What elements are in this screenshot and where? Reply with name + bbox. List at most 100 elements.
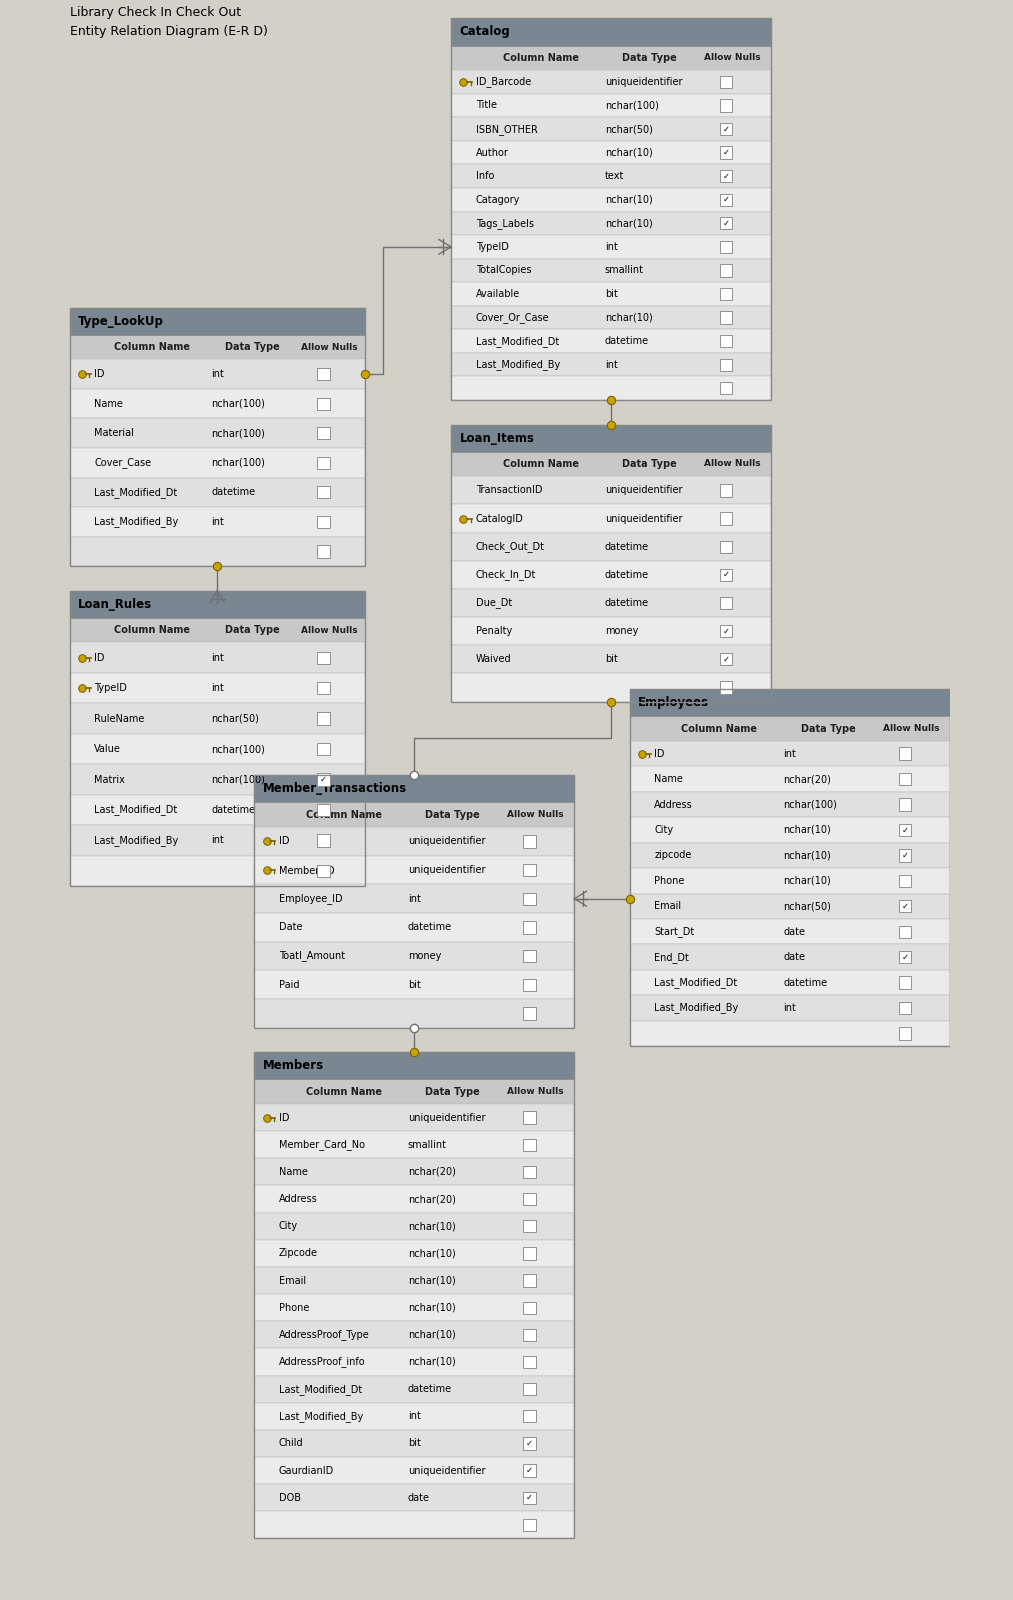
Bar [254,1376,574,1403]
Bar [629,1021,949,1046]
Text: Type_LookUp: Type_LookUp [78,315,164,328]
Text: Cover_Case: Cover_Case [94,458,151,469]
Text: nchar(50): nchar(50) [212,714,259,723]
Text: Date: Date [279,922,302,933]
Bar [451,451,771,477]
Bar [451,165,771,187]
Bar [254,1104,574,1131]
Text: nchar(10): nchar(10) [408,1221,456,1230]
Bar [524,979,536,990]
Text: ID: ID [279,1112,290,1123]
Text: Catalog: Catalog [460,26,511,38]
Bar [70,590,365,618]
Text: Address: Address [279,1194,317,1205]
Text: nchar(10): nchar(10) [605,147,652,158]
Text: nchar(10): nchar(10) [783,826,831,835]
Bar [524,950,536,962]
Text: Employee_ID: Employee_ID [279,893,342,904]
Text: Zipcode: Zipcode [279,1248,318,1258]
Text: TypeID: TypeID [476,242,509,251]
Text: datetime: datetime [783,978,828,987]
Bar [524,1328,536,1341]
Text: int: int [212,653,224,662]
Bar [254,1458,574,1485]
Text: int: int [783,749,796,758]
Bar [451,211,771,235]
Bar [524,1221,536,1232]
Bar [317,773,330,786]
Text: uniqueidentifier: uniqueidentifier [408,837,485,846]
Bar [254,856,574,885]
Bar [451,560,771,589]
Bar [899,747,911,760]
Bar [70,334,365,360]
Text: ✓: ✓ [320,774,327,784]
Text: ✓: ✓ [526,1438,533,1448]
Text: ID: ID [279,837,290,846]
Text: Matrix: Matrix [94,774,125,784]
Bar [899,976,911,989]
Bar [70,704,365,734]
Text: Last_Modified_Dt: Last_Modified_Dt [94,486,177,498]
Bar [720,99,732,112]
Text: int: int [212,517,224,526]
Text: Last_Modified_Dt: Last_Modified_Dt [279,1384,362,1395]
Bar [70,507,365,536]
Text: Phone: Phone [654,875,685,886]
Bar [720,626,732,637]
Text: nchar(100): nchar(100) [212,458,265,467]
Text: nchar(100): nchar(100) [212,429,265,438]
Bar [629,741,949,766]
Text: datetime: datetime [605,542,649,552]
Bar [254,803,574,827]
Bar [720,312,732,323]
Text: Column Name: Column Name [502,459,578,469]
Text: Members: Members [262,1059,324,1072]
Text: Phone: Phone [279,1302,309,1312]
Text: DOB: DOB [279,1493,301,1502]
Bar [317,864,330,877]
Bar [524,1518,536,1531]
Text: nchar(100): nchar(100) [212,774,265,784]
Bar [254,1131,574,1158]
Bar [524,922,536,933]
Text: bit: bit [605,290,618,299]
Bar [70,765,365,795]
Bar [524,1382,536,1395]
Text: Data Type: Data Type [225,342,280,352]
Text: nchar(100): nchar(100) [783,800,837,810]
Text: datetime: datetime [605,570,649,579]
Bar [524,864,536,877]
Bar [451,141,771,165]
Text: int: int [212,370,224,379]
Text: Member_Transactions: Member_Transactions [262,782,407,795]
Bar [899,773,911,786]
Bar [629,717,949,741]
Bar [451,533,771,560]
Bar [254,942,574,970]
Text: nchar(100): nchar(100) [212,744,265,754]
Bar [254,1267,574,1294]
Bar [720,512,732,525]
Bar [524,1491,536,1504]
Text: Loan_Items: Loan_Items [460,432,535,445]
Bar [451,45,771,70]
Bar [317,742,330,755]
Text: nchar(10): nchar(10) [605,312,652,323]
Text: ✓: ✓ [526,1493,533,1502]
Bar [451,477,771,504]
Bar [899,950,911,963]
Text: Allow Nulls: Allow Nulls [301,626,358,635]
Text: int: int [605,242,618,251]
Bar [317,368,330,381]
Text: Last_Modified_By: Last_Modified_By [94,517,178,528]
Text: Member_ID: Member_ID [279,864,334,875]
Bar [254,1349,574,1376]
Text: int: int [783,1003,796,1013]
Bar [70,448,365,477]
Text: Check_Out_Dt: Check_Out_Dt [476,541,545,552]
Bar [254,1403,574,1430]
Text: Catagory: Catagory [476,195,520,205]
Bar [254,1512,574,1539]
Bar [451,376,771,400]
